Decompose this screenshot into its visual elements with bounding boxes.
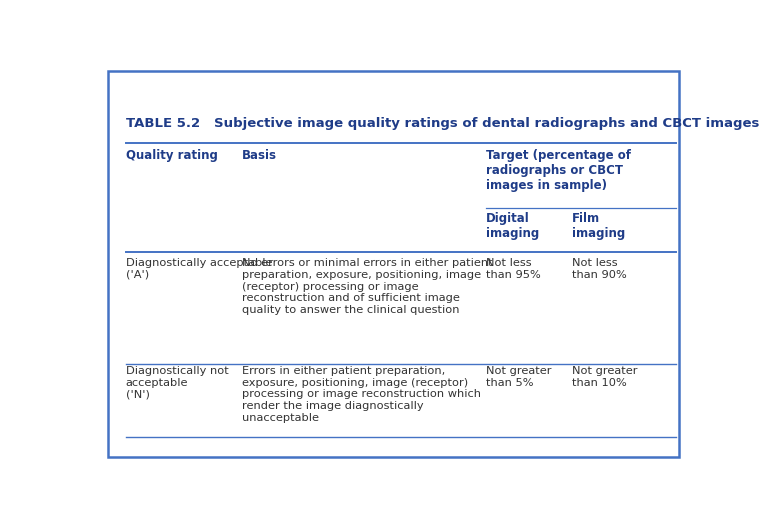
Text: Target (percentage of
radiographs or CBCT
images in sample): Target (percentage of radiographs or CBC… bbox=[486, 149, 631, 192]
Text: TABLE 5.2   Subjective image quality ratings of dental radiographs and CBCT imag: TABLE 5.2 Subjective image quality ratin… bbox=[126, 117, 759, 130]
Text: Not less
than 90%: Not less than 90% bbox=[572, 258, 627, 280]
Text: Diagnostically not
acceptable
('N'): Diagnostically not acceptable ('N') bbox=[126, 366, 229, 399]
Text: Not greater
than 5%: Not greater than 5% bbox=[486, 366, 551, 388]
Text: Not less
than 95%: Not less than 95% bbox=[486, 258, 541, 280]
Text: Digital
imaging: Digital imaging bbox=[486, 212, 539, 240]
Text: Basis: Basis bbox=[242, 149, 276, 162]
Text: Not greater
than 10%: Not greater than 10% bbox=[572, 366, 637, 388]
Text: Errors in either patient preparation,
exposure, positioning, image (receptor)
pr: Errors in either patient preparation, ex… bbox=[242, 366, 481, 422]
FancyBboxPatch shape bbox=[108, 70, 680, 457]
Text: Film
imaging: Film imaging bbox=[572, 212, 625, 240]
Text: No errors or minimal errors in either patient
preparation, exposure, positioning: No errors or minimal errors in either pa… bbox=[242, 258, 492, 315]
Text: Diagnostically acceptable
('A'): Diagnostically acceptable ('A') bbox=[126, 258, 273, 280]
Text: Quality rating: Quality rating bbox=[126, 149, 217, 162]
